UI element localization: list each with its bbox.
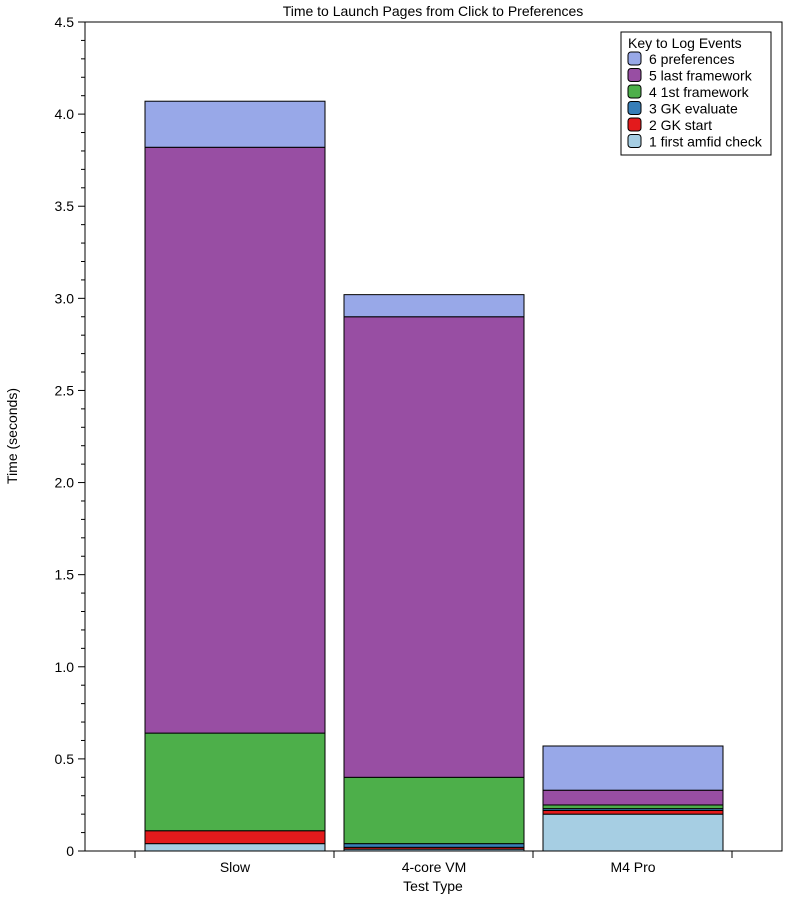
bar-segment (542, 813, 724, 852)
x-tick-label: Slow (220, 859, 251, 875)
legend-label: 6 preferences (649, 51, 735, 67)
legend-swatch (627, 84, 642, 99)
x-tick-label: M4 Pro (610, 859, 655, 875)
y-tick-label: 0 (66, 843, 74, 859)
chart-title: Time to Launch Pages from Click to Prefe… (283, 3, 584, 19)
legend-swatch (627, 51, 642, 66)
y-tick-label: 2.0 (55, 475, 75, 491)
legend-title: Key to Log Events (628, 35, 742, 51)
y-tick-label: 0.5 (55, 751, 75, 767)
y-tick-label: 1.5 (55, 567, 75, 583)
bar-segment (343, 843, 525, 848)
y-tick-label: 4.0 (55, 106, 75, 122)
bar-segment (343, 316, 525, 778)
y-tick-label: 3.0 (55, 290, 75, 306)
bar-segment (542, 789, 724, 806)
bar-segment (343, 776, 525, 845)
legend-swatch (627, 68, 642, 82)
y-tick-label: 4.5 (55, 14, 75, 30)
bar-segment (144, 146, 326, 734)
legend-box (620, 31, 772, 156)
legend-swatch (627, 134, 642, 148)
bar-segment (542, 745, 724, 791)
legend-swatch (627, 117, 642, 132)
legend-label: 1 first amfid check (649, 134, 763, 150)
legend-label: 3 GK evaluate (649, 101, 738, 117)
bars-group (144, 100, 724, 852)
y-tick-label: 1.0 (55, 659, 75, 675)
bar-segment (144, 100, 326, 148)
bar-segment (144, 732, 326, 832)
x-axis: Slow 4-core VM M4 Pro (134, 851, 733, 875)
bar-segment (542, 809, 724, 815)
bar-segment (343, 294, 525, 318)
bar-segment (144, 830, 326, 845)
y-tick-label: 3.5 (55, 198, 75, 214)
bar-segment (144, 843, 326, 852)
bar-segment (542, 804, 724, 810)
y-tick-label: 2.5 (55, 382, 75, 398)
y-axis: 0 0.5 1.0 1.5 2.0 2.5 3.0 3.5 4.0 4.5 (55, 14, 85, 859)
legend-swatch (627, 101, 642, 115)
y-axis-label: Time (seconds) (4, 388, 20, 484)
legend-label: 2 GK start (649, 117, 712, 133)
legend-label: 4 1st framework (649, 84, 750, 100)
x-axis-label: Test Type (403, 878, 463, 894)
legend-label: 5 last framework (649, 68, 753, 84)
x-tick-label: 4-core VM (402, 859, 467, 875)
